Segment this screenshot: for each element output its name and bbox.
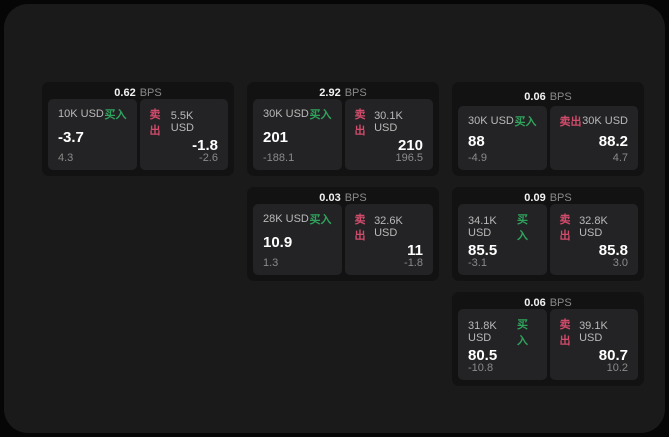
sell-panel[interactable]: 卖出 5.5K USD -1.8 -2.6 (139, 99, 228, 170)
sell-delta: 196.5 (395, 152, 423, 164)
sell-price: -1.8 (192, 137, 218, 154)
sell-delta: -2.6 (199, 152, 218, 164)
quote-card: 0.09 BPS 34.1K USD 买入 85.5 -3.1 卖出 32.8K… (452, 187, 644, 281)
sell-label: 卖出 (559, 214, 571, 242)
app-window: 0.62 BPS 10K USD 买入 -3.7 4.3 卖出 5.5K USD (4, 4, 665, 433)
bps-unit-label: BPS (344, 87, 367, 99)
buy-panel[interactable]: 10K USD 买入 -3.7 4.3 (48, 99, 137, 170)
quote-card: 2.92 BPS 30K USD 买入 201 -188.1 卖出 30.1K … (247, 82, 439, 176)
bps-header: 0.09 BPS (458, 192, 638, 204)
sell-amount: 5.5K USD (170, 110, 194, 134)
bps-value: 0.62 (114, 87, 136, 99)
bps-unit-label: BPS (549, 90, 572, 103)
buy-panel[interactable]: 31.8K USD 买入 80.5 -10.8 (458, 309, 547, 380)
buy-delta: 4.3 (58, 152, 74, 164)
bps-header: 0.06 BPS (458, 87, 638, 106)
sell-panel[interactable]: 卖出 32.8K USD 85.8 3.0 (549, 204, 638, 275)
quote-card: 0.06 BPS 31.8K USD 买入 80.5 -10.8 卖出 39.1… (452, 292, 644, 386)
buy-label: 买入 (516, 319, 528, 347)
buy-amount: 30K USD (263, 108, 309, 120)
buy-amount: 31.8K USD (468, 320, 497, 344)
buy-amount: 34.1K USD (468, 215, 497, 239)
bps-header: 0.06 BPS (458, 297, 638, 309)
buy-price: 201 (263, 129, 289, 146)
sell-amount: 39.1K USD (579, 320, 608, 344)
bps-header: 0.62 BPS (48, 87, 228, 99)
buy-delta: 1.3 (263, 257, 279, 269)
bps-unit-label: BPS (139, 87, 162, 99)
sell-panel[interactable]: 卖出 39.1K USD 80.7 10.2 (549, 309, 638, 380)
buy-panel[interactable]: 28K USD 买入 10.9 1.3 (253, 204, 342, 275)
buy-amount: 28K USD (263, 213, 309, 225)
sell-price: 80.7 (598, 347, 628, 364)
buy-price: -3.7 (58, 129, 84, 146)
quote-card-grid: 0.62 BPS 10K USD 买入 -3.7 4.3 卖出 5.5K USD (42, 82, 644, 386)
sell-delta: 4.7 (612, 152, 628, 164)
buy-label: 买入 (309, 109, 332, 121)
quote-card: 0.03 BPS 28K USD 买入 10.9 1.3 卖出 32.6K US… (247, 187, 439, 281)
bps-unit-label: BPS (344, 192, 367, 204)
sell-label: 卖出 (559, 116, 582, 128)
sell-price: 11 (407, 242, 423, 259)
buy-label: 买入 (104, 109, 127, 121)
buy-amount: 30K USD (468, 115, 514, 127)
buy-price: 80.5 (468, 347, 498, 364)
bps-value: 0.06 (524, 297, 546, 309)
bps-value: 0.06 (524, 90, 546, 103)
bps-header: 0.03 BPS (253, 192, 433, 204)
sell-panel[interactable]: 卖出 32.6K USD 11 -1.8 (344, 204, 433, 275)
buy-panel[interactable]: 30K USD 买入 201 -188.1 (253, 99, 342, 170)
bps-value: 2.92 (319, 87, 341, 99)
bps-unit-label: BPS (549, 297, 572, 309)
buy-price: 88 (468, 132, 485, 150)
buy-price: 85.5 (468, 242, 498, 259)
buy-delta: -3.1 (468, 257, 487, 269)
bps-value: 0.09 (524, 192, 546, 204)
sell-price: 88.2 (598, 132, 628, 150)
buy-amount: 10K USD (58, 108, 104, 120)
buy-label: 买入 (516, 214, 528, 242)
sell-label: 卖出 (149, 109, 161, 137)
buy-delta: -188.1 (263, 152, 295, 164)
sell-delta: 3.0 (612, 257, 628, 269)
sell-delta: 10.2 (606, 362, 628, 374)
sell-amount: 30.1K USD (374, 110, 403, 134)
sell-panel[interactable]: 卖出 30K USD 88.2 4.7 (549, 106, 638, 170)
bps-header: 2.92 BPS (253, 87, 433, 99)
buy-price: 10.9 (263, 234, 293, 251)
sell-amount: 32.8K USD (579, 215, 608, 239)
sell-price: 210 (397, 137, 423, 154)
sell-label: 卖出 (354, 214, 366, 242)
sell-delta: -1.8 (404, 257, 423, 269)
buy-label: 买入 (309, 214, 332, 226)
buy-panel[interactable]: 30K USD 买入 88 -4.9 (458, 106, 547, 170)
buy-panel[interactable]: 34.1K USD 买入 85.5 -3.1 (458, 204, 547, 275)
sell-amount: 32.6K USD (374, 215, 403, 239)
quote-card: 0.06 BPS 30K USD 买入 88 -4.9 卖出 30K USD (452, 82, 644, 176)
sell-panel[interactable]: 卖出 30.1K USD 210 196.5 (344, 99, 433, 170)
bps-value: 0.03 (319, 192, 341, 204)
bps-unit-label: BPS (549, 192, 572, 204)
sell-price: 85.8 (598, 242, 628, 259)
buy-label: 买入 (514, 116, 537, 128)
sell-label: 卖出 (354, 109, 366, 137)
quote-card: 0.62 BPS 10K USD 买入 -3.7 4.3 卖出 5.5K USD (42, 82, 234, 176)
sell-amount: 30K USD (582, 115, 628, 127)
buy-delta: -4.9 (468, 152, 487, 164)
buy-delta: -10.8 (468, 362, 494, 374)
sell-label: 卖出 (559, 319, 571, 347)
